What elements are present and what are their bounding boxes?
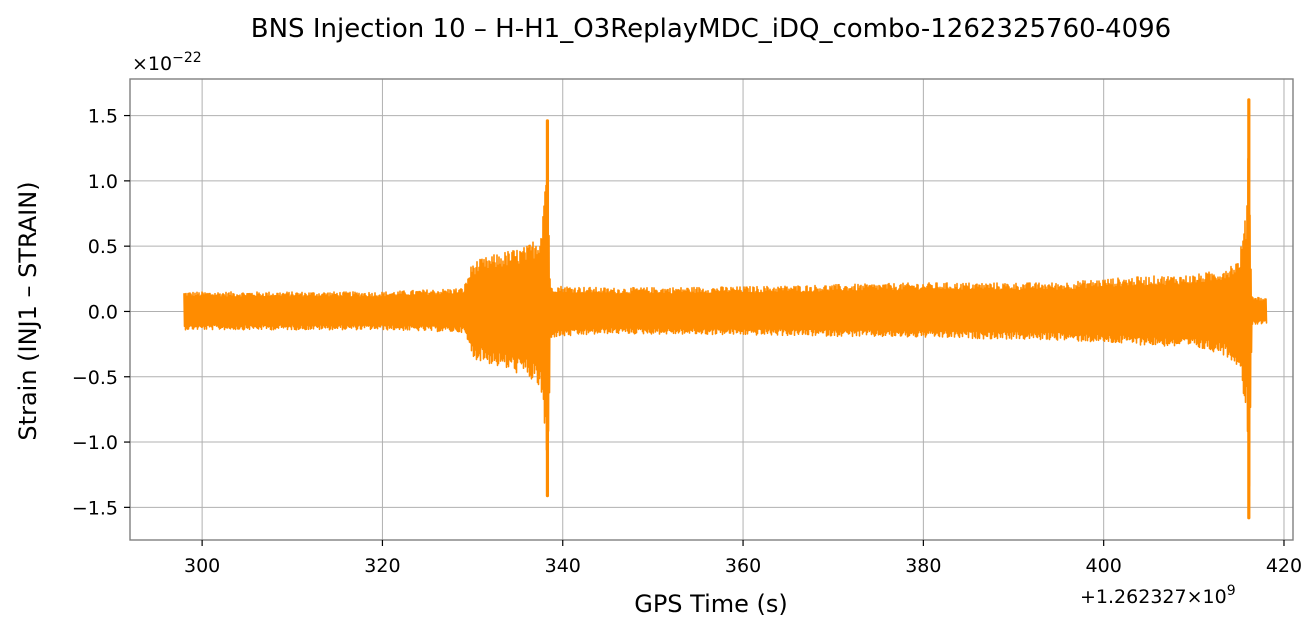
plot-frame xyxy=(129,78,1294,541)
series-trace xyxy=(183,134,1268,487)
x-tick-label: 360 xyxy=(725,555,761,577)
x-tick-label: 400 xyxy=(1086,555,1122,577)
chart-title: BNS Injection 10 – H-H1_O3ReplayMDC_iDQ_… xyxy=(251,14,1171,44)
axes: 300 320 340 360 380 400 420 −1.5 −1.0 −0.5 0.0 0.5 1… xyxy=(72,78,1302,577)
x-tick-label: 420 xyxy=(1266,555,1302,577)
x-tick-label: 320 xyxy=(364,555,400,577)
x-offset-exponent: 9 xyxy=(1227,583,1236,599)
y-scale-exponent: −22 xyxy=(172,50,202,66)
y-tick-label: −1.5 xyxy=(72,497,118,519)
x-tick-label: 340 xyxy=(545,555,581,577)
y-tick-label: −0.5 xyxy=(72,367,118,389)
y-tick-label: −1.0 xyxy=(72,432,118,454)
y-tick-label: 0.0 xyxy=(88,301,118,323)
x-tick-label: 300 xyxy=(184,555,220,577)
x-tick-label: 380 xyxy=(905,555,941,577)
y-tick-label: 1.5 xyxy=(88,106,118,128)
x-axis-label: GPS Time (s) xyxy=(634,590,788,618)
plot-area xyxy=(183,98,1268,520)
y-axis-label: Strain (INJ1 – STRAIN) xyxy=(14,181,42,440)
y-scale-label: ×10−22 xyxy=(132,50,202,75)
x-offset-label: +1.262327×109 xyxy=(1080,583,1236,608)
y-tick-label: 1.0 xyxy=(88,171,118,193)
y-tick-label: 0.5 xyxy=(88,236,118,258)
